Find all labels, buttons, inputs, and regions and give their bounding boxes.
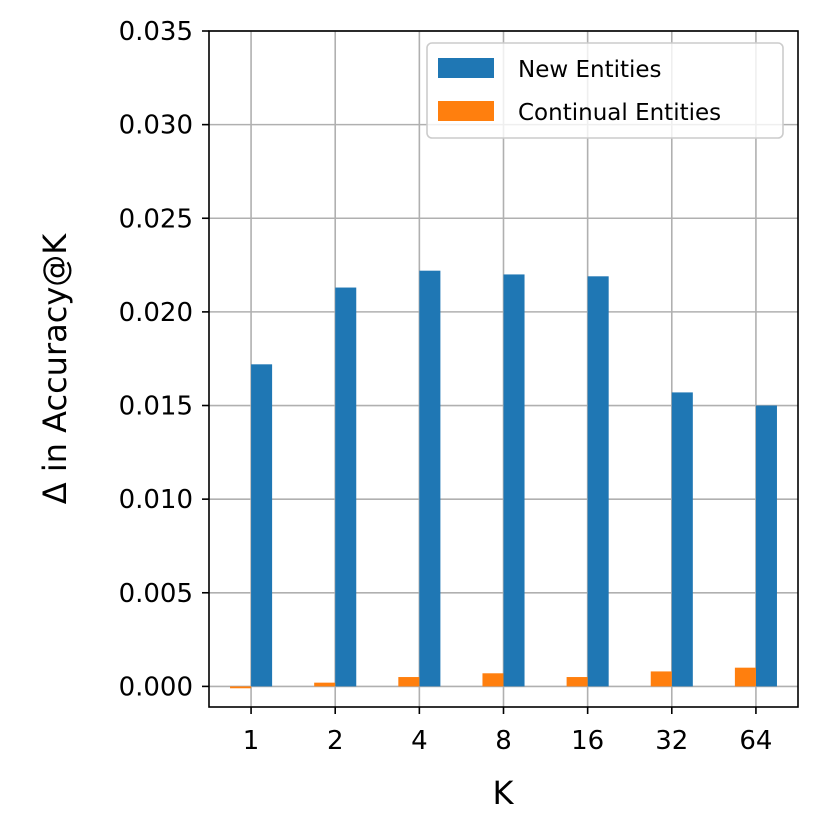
legend-label-continual-entities: Continual Entities — [518, 100, 721, 126]
legend: New Entities Continual Entities — [426, 42, 784, 139]
y-axis-label: Δ in Accuracy@K — [36, 233, 74, 505]
y-axis: 0.000 0.005 0.010 0.015 0.020 0.025 0.030 0.035 — [119, 17, 209, 702]
bar-new-entities — [755, 405, 777, 687]
y-tick-label: 0.005 — [119, 579, 193, 609]
x-tick-label: 8 — [495, 726, 512, 756]
x-axis-label: K — [493, 774, 515, 812]
bar-new-entities — [335, 287, 357, 687]
bar-new-entities — [587, 276, 609, 687]
bar-continual-entities — [398, 677, 420, 687]
bar-continual-entities — [734, 667, 756, 687]
bars — [230, 270, 777, 689]
x-tick-label: 16 — [571, 726, 604, 756]
bar-continual-entities — [650, 671, 672, 687]
bar-new-entities — [251, 364, 273, 687]
x-tick-label: 64 — [739, 726, 772, 756]
y-tick-label: 0.000 — [119, 672, 193, 702]
y-tick-label: 0.030 — [119, 111, 193, 141]
bar-continual-entities — [314, 682, 336, 687]
x-tick-label: 4 — [411, 726, 428, 756]
x-tick-label: 32 — [655, 726, 688, 756]
legend-label-new-entities: New Entities — [518, 57, 662, 83]
y-tick-label: 0.025 — [119, 204, 193, 234]
bar-new-entities — [419, 270, 441, 687]
bar-new-entities — [503, 274, 525, 687]
x-tick-label: 1 — [243, 726, 260, 756]
y-tick-label: 0.020 — [119, 298, 193, 328]
legend-box — [426, 42, 784, 139]
x-tick-label: 2 — [327, 726, 344, 756]
x-axis: 1 2 4 8 16 32 64 — [243, 707, 772, 756]
bar-new-entities — [671, 392, 693, 687]
bar-continual-entities — [230, 686, 252, 689]
bar-continual-entities — [566, 677, 588, 687]
legend-swatch-continual-entities — [438, 101, 494, 121]
y-tick-label: 0.015 — [119, 392, 193, 422]
y-tick-label: 0.010 — [119, 485, 193, 515]
bar-continual-entities — [482, 673, 504, 687]
legend-swatch-new-entities — [438, 58, 494, 78]
y-tick-label: 0.035 — [119, 17, 193, 47]
